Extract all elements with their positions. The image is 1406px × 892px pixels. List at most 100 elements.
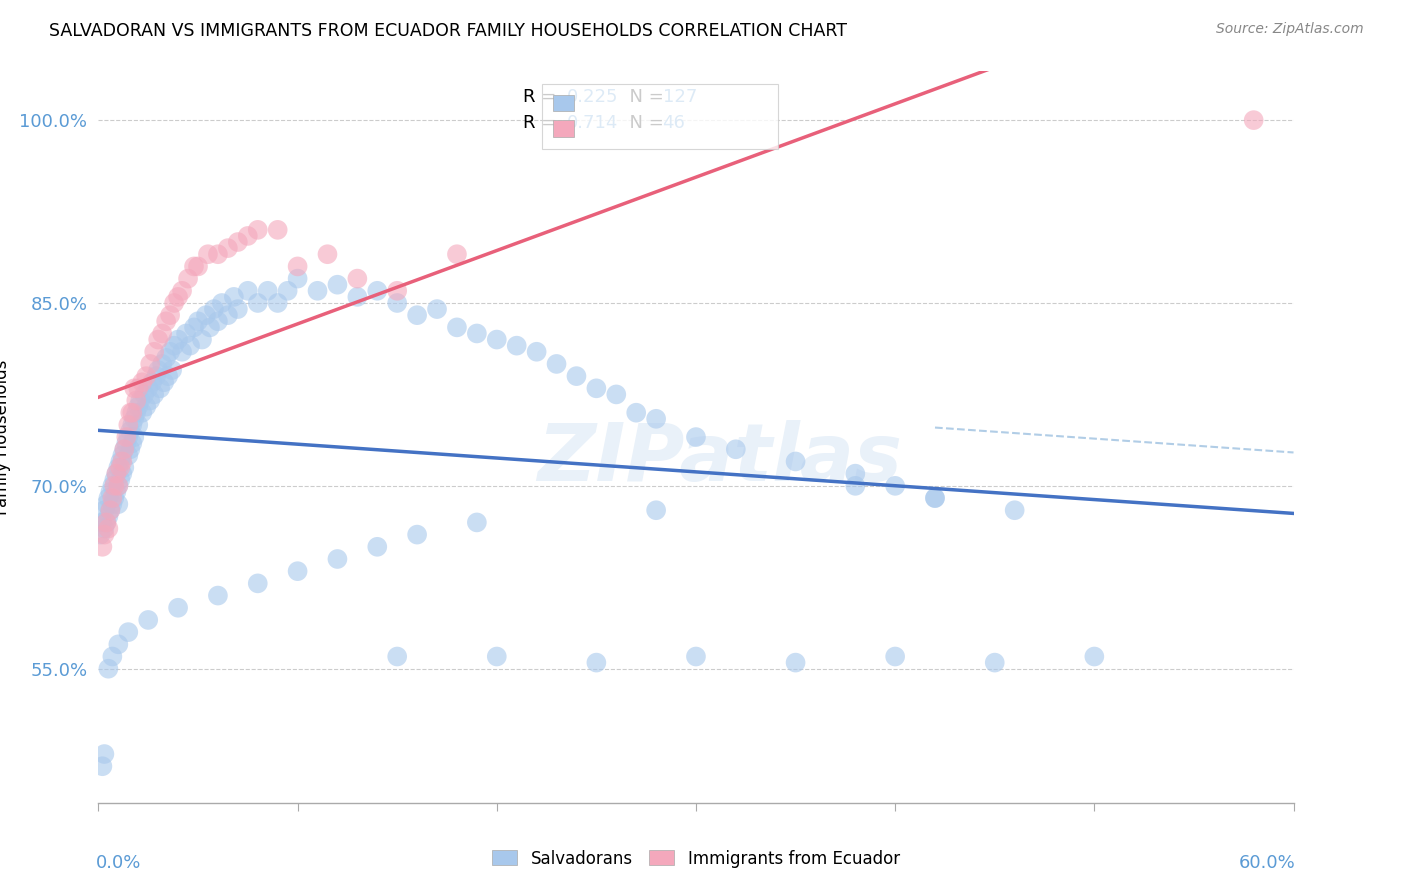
Point [526,344,548,359]
Point [107,460,129,475]
Point [91,540,114,554]
Point [844,479,866,493]
Point [143,344,166,359]
Point [406,308,429,322]
Point [207,247,229,261]
Point [115,430,138,444]
Point [506,339,529,353]
Point [884,649,907,664]
Point [97,509,120,524]
Point [277,284,299,298]
Point [236,228,259,243]
Point [179,339,201,353]
Point [120,406,142,420]
Point [117,430,139,444]
Text: 0.714: 0.714 [567,113,619,131]
Point [124,381,146,395]
Point [385,649,409,664]
Point [446,247,468,261]
Point [287,260,309,274]
Point [135,369,157,384]
Text: R =: R = [523,88,561,106]
Point [267,296,290,310]
Point [97,521,120,535]
Point [93,527,115,541]
Text: N =: N = [619,113,675,131]
Point [159,308,181,322]
Point [236,284,259,298]
Point [785,454,807,468]
Point [585,656,607,670]
Point [107,497,129,511]
Point [127,400,149,414]
Point [112,442,135,457]
Point [172,284,194,298]
Point [139,357,162,371]
Point [246,296,269,310]
Point [195,308,218,322]
Point [93,747,115,761]
Point [1004,503,1026,517]
Point [307,284,329,298]
Point [724,442,747,457]
Point [136,381,159,395]
Point [406,527,429,541]
Text: 0.0%: 0.0% [96,854,142,872]
Point [157,369,180,384]
Point [105,467,128,481]
Point [103,473,125,487]
Point [426,301,449,317]
Point [1083,649,1105,664]
Point [155,351,177,365]
Point [98,503,122,517]
Point [150,326,173,341]
Point [97,662,120,676]
Point [150,357,173,371]
Point [110,473,132,487]
Point [1243,113,1265,128]
Point [287,564,309,578]
Point [112,460,135,475]
Point [155,314,177,328]
Point [127,417,149,432]
Point [645,503,668,517]
Point [125,393,148,408]
Point [125,406,148,420]
Point [93,503,115,517]
Point [844,467,866,481]
Point [222,290,245,304]
Point [143,387,166,401]
Point [127,381,149,395]
Point [103,491,125,505]
Point [101,497,124,511]
Point [105,485,128,500]
Point [121,406,143,420]
Point [103,479,125,493]
Point [326,277,349,292]
Point [129,393,152,408]
Point [167,290,190,304]
Point [217,241,239,255]
Point [187,314,209,328]
Point [121,436,143,450]
Point [626,406,648,420]
Point [207,314,229,328]
Point [226,301,249,317]
Point [96,516,118,530]
Point [485,649,508,664]
Point [148,363,170,377]
Text: Source: ZipAtlas.com: Source: ZipAtlas.com [1216,22,1364,37]
Point [120,442,142,457]
Point [148,333,170,347]
Point [121,417,143,432]
Point [385,296,409,310]
Legend: Salvadorans, Immigrants from Ecuador: Salvadorans, Immigrants from Ecuador [492,849,900,868]
Point [202,301,225,317]
Point [326,552,349,566]
Point [91,759,114,773]
Point [117,417,139,432]
Point [685,649,707,664]
Point [107,637,129,651]
Text: 60.0%: 60.0% [1239,854,1296,872]
Point [246,576,269,591]
